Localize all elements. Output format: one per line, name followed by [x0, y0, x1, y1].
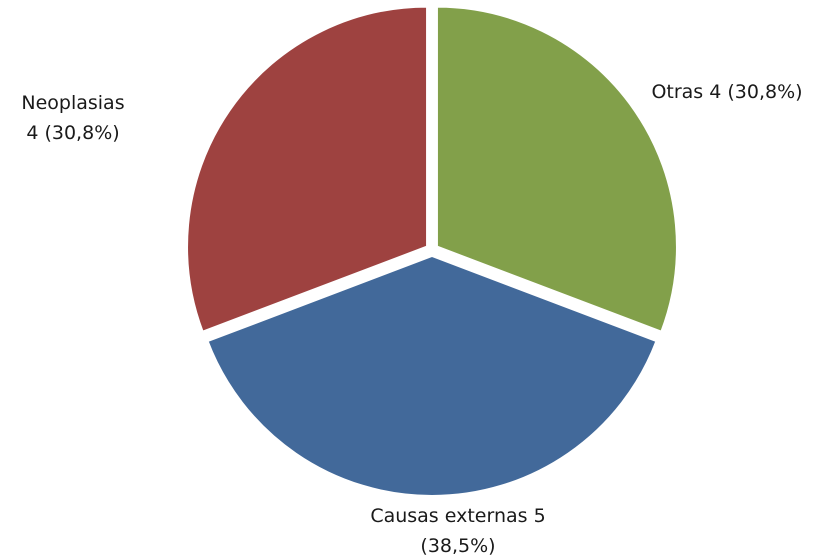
slice-label-causas-externas-line2: (38,5%) [420, 535, 495, 557]
slice-label-neoplasias-line1: Neoplasias [21, 92, 124, 114]
slice-label-neoplasias-line2: 4 (30,8%) [26, 122, 119, 144]
slice-label-otras: Otras 4 (30,8%) [651, 81, 802, 103]
slice-label-neoplasias: Neoplasias [21, 92, 124, 114]
slice-label-neoplasias-2: 4 (30,8%) [26, 122, 119, 144]
slice-label-causas-externas-2: (38,5%) [420, 535, 495, 557]
slice-label-otras-line1: Otras 4 (30,8%) [651, 81, 802, 103]
slice-label-causas-externas: Causas externas 5 [370, 505, 545, 527]
pie-slices [186, 5, 678, 497]
pie-slice-otras [435, 5, 678, 333]
slice-label-causas-externas-line1: Causas externas 5 [370, 505, 545, 527]
pie-slice-neoplasias [186, 5, 429, 333]
pie-slice-causas-externas [206, 254, 658, 497]
